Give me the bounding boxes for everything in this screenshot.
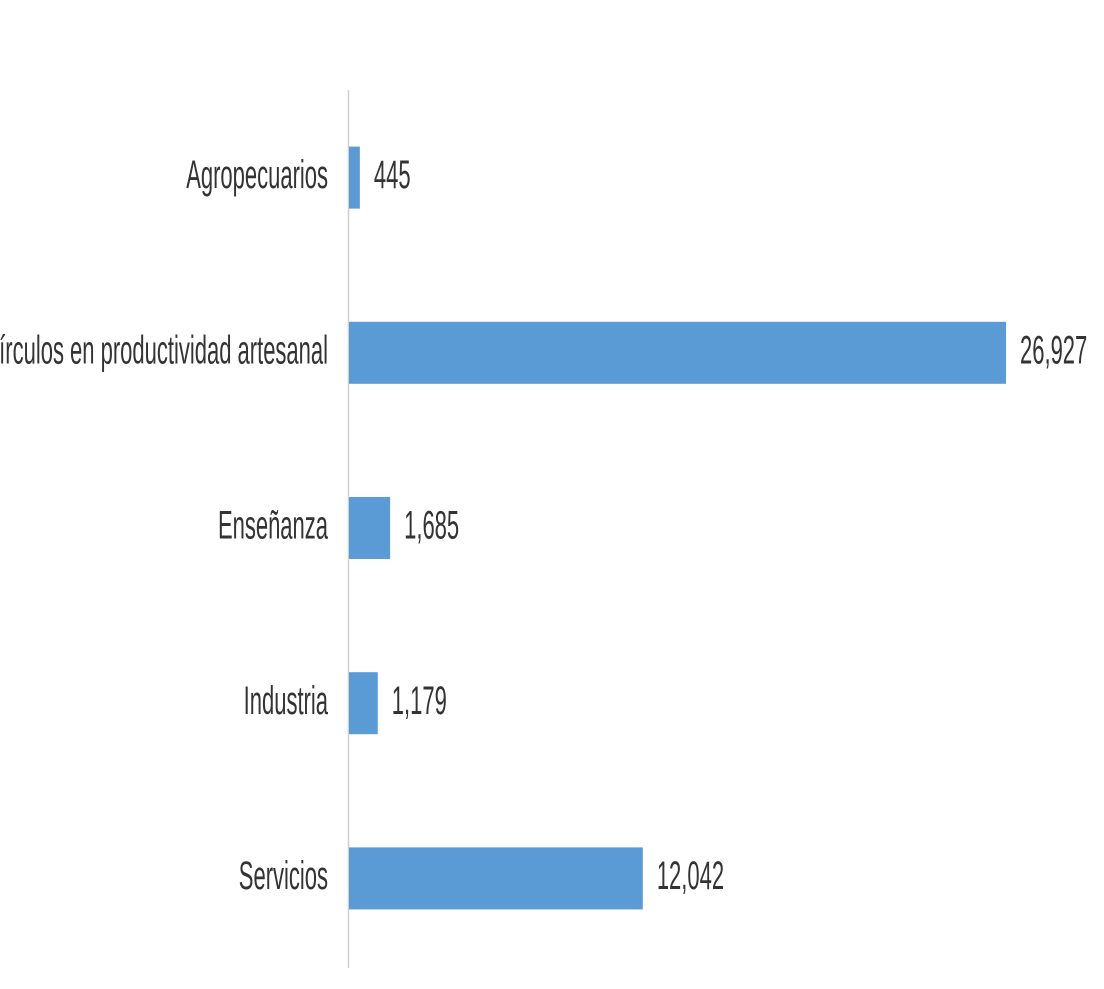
bar [349, 672, 378, 735]
category-label: Servicios [239, 853, 328, 898]
bar [349, 497, 391, 559]
category-label: Industria [244, 678, 328, 723]
value-label: 445 [374, 152, 411, 197]
bar [349, 146, 360, 209]
value-label: 26,927 [1020, 327, 1087, 372]
category-label: Círculos en productividad artesanal [0, 327, 328, 372]
bar [349, 321, 1006, 384]
bar [349, 847, 643, 910]
category-label: Agropecuarios [186, 152, 328, 197]
category-label: Enseñanza [218, 503, 328, 548]
value-label: 1,685 [404, 503, 459, 548]
value-label: 1,179 [392, 678, 447, 723]
value-label: 12,042 [657, 853, 724, 898]
